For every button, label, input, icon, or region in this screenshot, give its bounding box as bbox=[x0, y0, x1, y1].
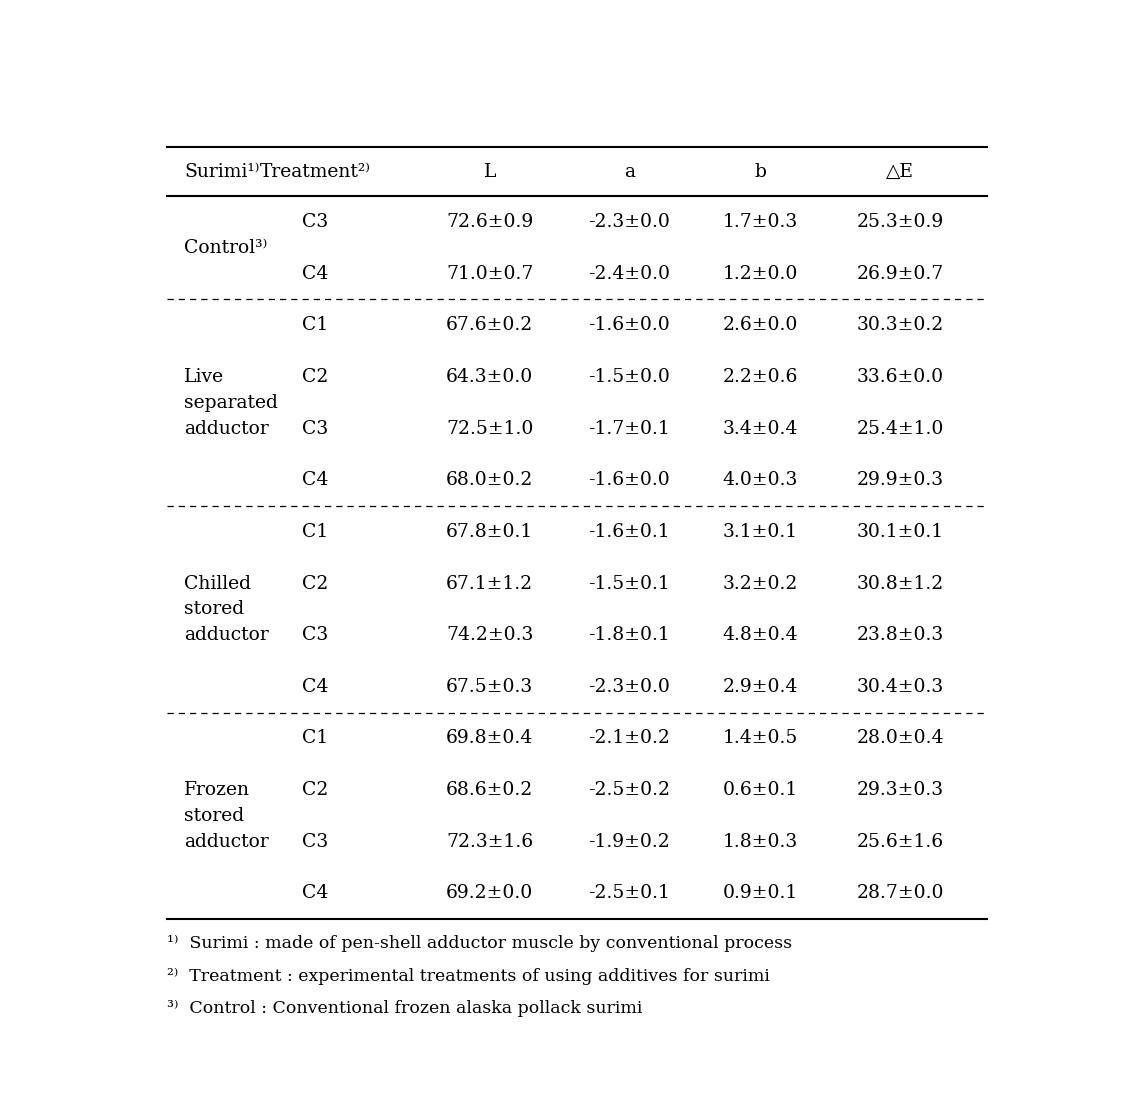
Text: 0.9±0.1: 0.9±0.1 bbox=[723, 884, 798, 902]
Text: 3.4±0.4: 3.4±0.4 bbox=[723, 419, 798, 437]
Text: Live: Live bbox=[185, 368, 224, 386]
Text: separated: separated bbox=[185, 394, 278, 411]
Text: C1: C1 bbox=[302, 316, 329, 334]
Text: 29.3±0.3: 29.3±0.3 bbox=[857, 781, 944, 799]
Text: 64.3±0.0: 64.3±0.0 bbox=[446, 368, 534, 386]
Text: 3.2±0.2: 3.2±0.2 bbox=[723, 575, 798, 593]
Text: ¹⁾  Surimi : made of pen-shell adductor muscle by conventional process: ¹⁾ Surimi : made of pen-shell adductor m… bbox=[167, 935, 792, 953]
Text: 28.0±0.4: 28.0±0.4 bbox=[856, 729, 944, 748]
Text: 69.8±0.4: 69.8±0.4 bbox=[446, 729, 534, 748]
Text: -1.5±0.1: -1.5±0.1 bbox=[589, 575, 670, 593]
Text: stored: stored bbox=[185, 807, 244, 825]
Text: C2: C2 bbox=[302, 575, 329, 593]
Text: 25.6±1.6: 25.6±1.6 bbox=[857, 833, 944, 851]
Text: C4: C4 bbox=[302, 678, 329, 695]
Text: -2.5±0.1: -2.5±0.1 bbox=[589, 884, 670, 902]
Text: 33.6±0.0: 33.6±0.0 bbox=[857, 368, 944, 386]
Text: 26.9±0.7: 26.9±0.7 bbox=[857, 265, 944, 283]
Text: -1.5±0.0: -1.5±0.0 bbox=[589, 368, 670, 386]
Text: 30.8±1.2: 30.8±1.2 bbox=[857, 575, 944, 593]
Text: 0.6±0.1: 0.6±0.1 bbox=[723, 781, 798, 799]
Text: 69.2±0.0: 69.2±0.0 bbox=[446, 884, 534, 902]
Text: ³⁾  Control : Conventional frozen alaska pollack surimi: ³⁾ Control : Conventional frozen alaska … bbox=[167, 1001, 642, 1017]
Text: C4: C4 bbox=[302, 884, 329, 902]
Text: 2.6±0.0: 2.6±0.0 bbox=[723, 316, 798, 334]
Text: 30.4±0.3: 30.4±0.3 bbox=[857, 678, 944, 695]
Text: C3: C3 bbox=[302, 626, 329, 644]
Text: 1.2±0.0: 1.2±0.0 bbox=[723, 265, 798, 283]
Text: C4: C4 bbox=[302, 471, 329, 490]
Text: -2.5±0.2: -2.5±0.2 bbox=[589, 781, 670, 799]
Text: 23.8±0.3: 23.8±0.3 bbox=[857, 626, 944, 644]
Text: 3.1±0.1: 3.1±0.1 bbox=[723, 523, 798, 541]
Text: C1: C1 bbox=[302, 729, 329, 748]
Text: C3: C3 bbox=[302, 833, 329, 851]
Text: 1.4±0.5: 1.4±0.5 bbox=[723, 729, 798, 748]
Text: 1.8±0.3: 1.8±0.3 bbox=[723, 833, 798, 851]
Text: C3: C3 bbox=[302, 419, 329, 437]
Text: -2.3±0.0: -2.3±0.0 bbox=[589, 212, 670, 231]
Text: b: b bbox=[754, 163, 767, 181]
Text: -1.7±0.1: -1.7±0.1 bbox=[589, 419, 670, 437]
Text: Treatment²⁾: Treatment²⁾ bbox=[260, 163, 370, 181]
Text: 30.1±0.1: 30.1±0.1 bbox=[857, 523, 944, 541]
Text: Frozen: Frozen bbox=[185, 781, 250, 799]
Text: 67.1±1.2: 67.1±1.2 bbox=[446, 575, 534, 593]
Text: adductor: adductor bbox=[185, 419, 269, 437]
Text: 30.3±0.2: 30.3±0.2 bbox=[857, 316, 944, 334]
Text: 29.9±0.3: 29.9±0.3 bbox=[857, 471, 944, 490]
Text: -1.6±0.1: -1.6±0.1 bbox=[589, 523, 670, 541]
Text: Control³⁾: Control³⁾ bbox=[185, 239, 268, 257]
Text: -2.1±0.2: -2.1±0.2 bbox=[589, 729, 670, 748]
Text: 25.3±0.9: 25.3±0.9 bbox=[857, 212, 944, 231]
Text: C2: C2 bbox=[302, 368, 329, 386]
Text: 74.2±0.3: 74.2±0.3 bbox=[446, 626, 534, 644]
Text: -1.6±0.0: -1.6±0.0 bbox=[589, 316, 670, 334]
Text: adductor: adductor bbox=[185, 626, 269, 644]
Text: stored: stored bbox=[185, 600, 244, 618]
Text: 4.8±0.4: 4.8±0.4 bbox=[723, 626, 798, 644]
Text: C1: C1 bbox=[302, 523, 329, 541]
Text: -2.3±0.0: -2.3±0.0 bbox=[589, 678, 670, 695]
Text: 72.3±1.6: 72.3±1.6 bbox=[446, 833, 534, 851]
Text: C4: C4 bbox=[302, 265, 329, 283]
Text: △E: △E bbox=[886, 163, 914, 181]
Text: 67.5±0.3: 67.5±0.3 bbox=[446, 678, 534, 695]
Text: a: a bbox=[624, 163, 635, 181]
Text: -2.4±0.0: -2.4±0.0 bbox=[589, 265, 670, 283]
Text: 4.0±0.3: 4.0±0.3 bbox=[723, 471, 798, 490]
Text: 28.7±0.0: 28.7±0.0 bbox=[856, 884, 944, 902]
Text: L: L bbox=[483, 163, 497, 181]
Text: Chilled: Chilled bbox=[185, 575, 251, 593]
Text: 1.7±0.3: 1.7±0.3 bbox=[723, 212, 798, 231]
Text: 2.2±0.6: 2.2±0.6 bbox=[723, 368, 798, 386]
Text: -1.9±0.2: -1.9±0.2 bbox=[589, 833, 670, 851]
Text: 71.0±0.7: 71.0±0.7 bbox=[446, 265, 534, 283]
Text: 68.0±0.2: 68.0±0.2 bbox=[446, 471, 534, 490]
Text: 25.4±1.0: 25.4±1.0 bbox=[856, 419, 944, 437]
Text: 67.8±0.1: 67.8±0.1 bbox=[446, 523, 534, 541]
Text: -1.8±0.1: -1.8±0.1 bbox=[589, 626, 670, 644]
Text: 72.5±1.0: 72.5±1.0 bbox=[446, 419, 534, 437]
Text: 67.6±0.2: 67.6±0.2 bbox=[446, 316, 534, 334]
Text: Surimi¹⁾: Surimi¹⁾ bbox=[185, 163, 260, 181]
Text: 72.6±0.9: 72.6±0.9 bbox=[446, 212, 534, 231]
Text: C3: C3 bbox=[302, 212, 329, 231]
Text: 68.6±0.2: 68.6±0.2 bbox=[446, 781, 534, 799]
Text: adductor: adductor bbox=[185, 833, 269, 851]
Text: 2.9±0.4: 2.9±0.4 bbox=[723, 678, 798, 695]
Text: ²⁾  Treatment : experimental treatments of using additives for surimi: ²⁾ Treatment : experimental treatments o… bbox=[167, 967, 770, 985]
Text: -1.6±0.0: -1.6±0.0 bbox=[589, 471, 670, 490]
Text: C2: C2 bbox=[302, 781, 329, 799]
